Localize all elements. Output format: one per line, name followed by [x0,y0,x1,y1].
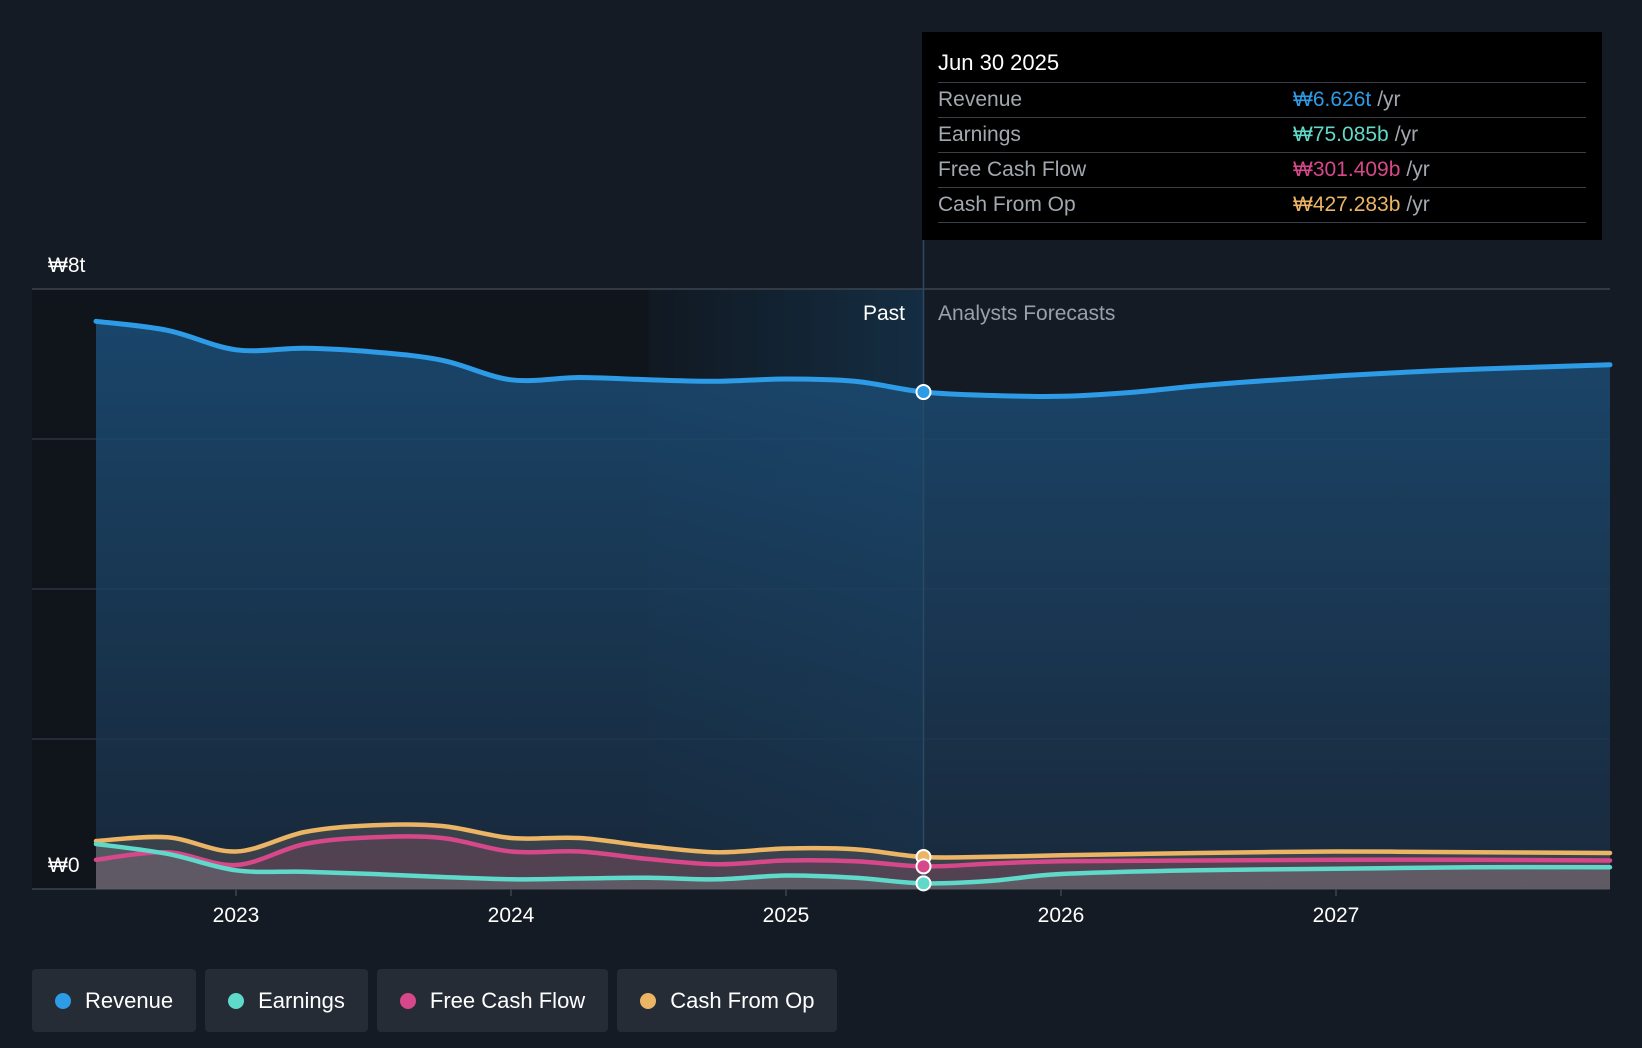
tooltip-row-revenue: Revenue ₩6.626t /yr [938,83,1586,118]
tooltip-row-free-cash-flow: Free Cash Flow ₩301.409b /yr [938,153,1586,188]
earnings-dot-icon [228,992,245,1009]
forecast-label: Analysts Forecasts [938,302,1115,325]
cash-from-op-area [96,824,1610,889]
tooltip-date: Jun 30 2025 [938,48,1586,83]
tooltip-value: ₩6.626t [1293,88,1372,111]
tooltip-label: Earnings [938,123,1021,146]
earnings-marker [915,875,932,892]
tooltip-unit: /yr [1406,193,1430,216]
legend-item-earnings[interactable]: Earnings [205,969,368,1032]
series-lines [93,240,1613,889]
free-cash-flow-marker [915,858,932,875]
x-tick-label: 2027 [1313,904,1360,927]
y-axis-min-label: ₩0 [48,854,80,877]
tooltip-unit: /yr [1394,123,1419,146]
revenue-marker [915,384,932,401]
legend-item-revenue[interactable]: Revenue [32,969,197,1032]
tooltip-label: Revenue [938,88,1023,111]
hover-markers [915,384,932,892]
past-label: Past [863,302,905,325]
revenue-dot-icon [55,992,71,1009]
cash-from-op-dot-icon [640,992,657,1009]
tooltip-label: Cash From Op [938,193,1076,216]
earnings-line [93,841,1613,886]
tooltip-row-earnings: Earnings ₩75.085b /yr [938,118,1586,153]
tooltip-value: ₩75.085b [1293,123,1389,146]
tooltip: Jun 30 2025 Revenue ₩6.626t /yr Earnings… [922,32,1602,240]
tooltip-value: ₩301.409b [1293,158,1401,181]
legend-label: Revenue [85,987,174,1013]
legend-label: Cash From Op [670,987,815,1013]
x-tick-label: 2026 [1038,904,1085,927]
earnings-area [96,844,1610,889]
x-axis-ticks: 2023 2024 2025 2026 2027 [213,889,1360,927]
x-tick-label: 2025 [763,904,810,927]
tooltip-label: Free Cash Flow [938,158,1087,181]
tooltip-row-cash-from-op: Cash From Op ₩427.283b /yr [938,188,1586,223]
revenue-line [93,318,1613,399]
cash-from-op-line [93,822,1613,860]
legend-item-free-cash-flow[interactable]: Free Cash Flow [376,969,609,1032]
free-cash-flow-line [93,834,1613,869]
free-cash-flow-dot-icon [399,992,416,1009]
legend-label: Free Cash Flow [429,987,586,1013]
series-areas [96,321,1610,889]
legend-label: Earnings [258,987,345,1013]
revenue-area [96,321,1610,889]
legend: Revenue Earnings Free Cash Flow Cash Fro… [32,969,838,1032]
tooltip-value: ₩427.283b [1293,193,1401,216]
x-tick-label: 2024 [488,904,535,927]
tooltip-unit: /yr [1377,88,1401,111]
legend-item-cash-from-op[interactable]: Cash From Op [617,969,838,1032]
x-tick-label: 2023 [213,904,260,927]
tooltip-unit: /yr [1406,158,1430,181]
y-axis-max-label: ₩8t [48,254,86,277]
